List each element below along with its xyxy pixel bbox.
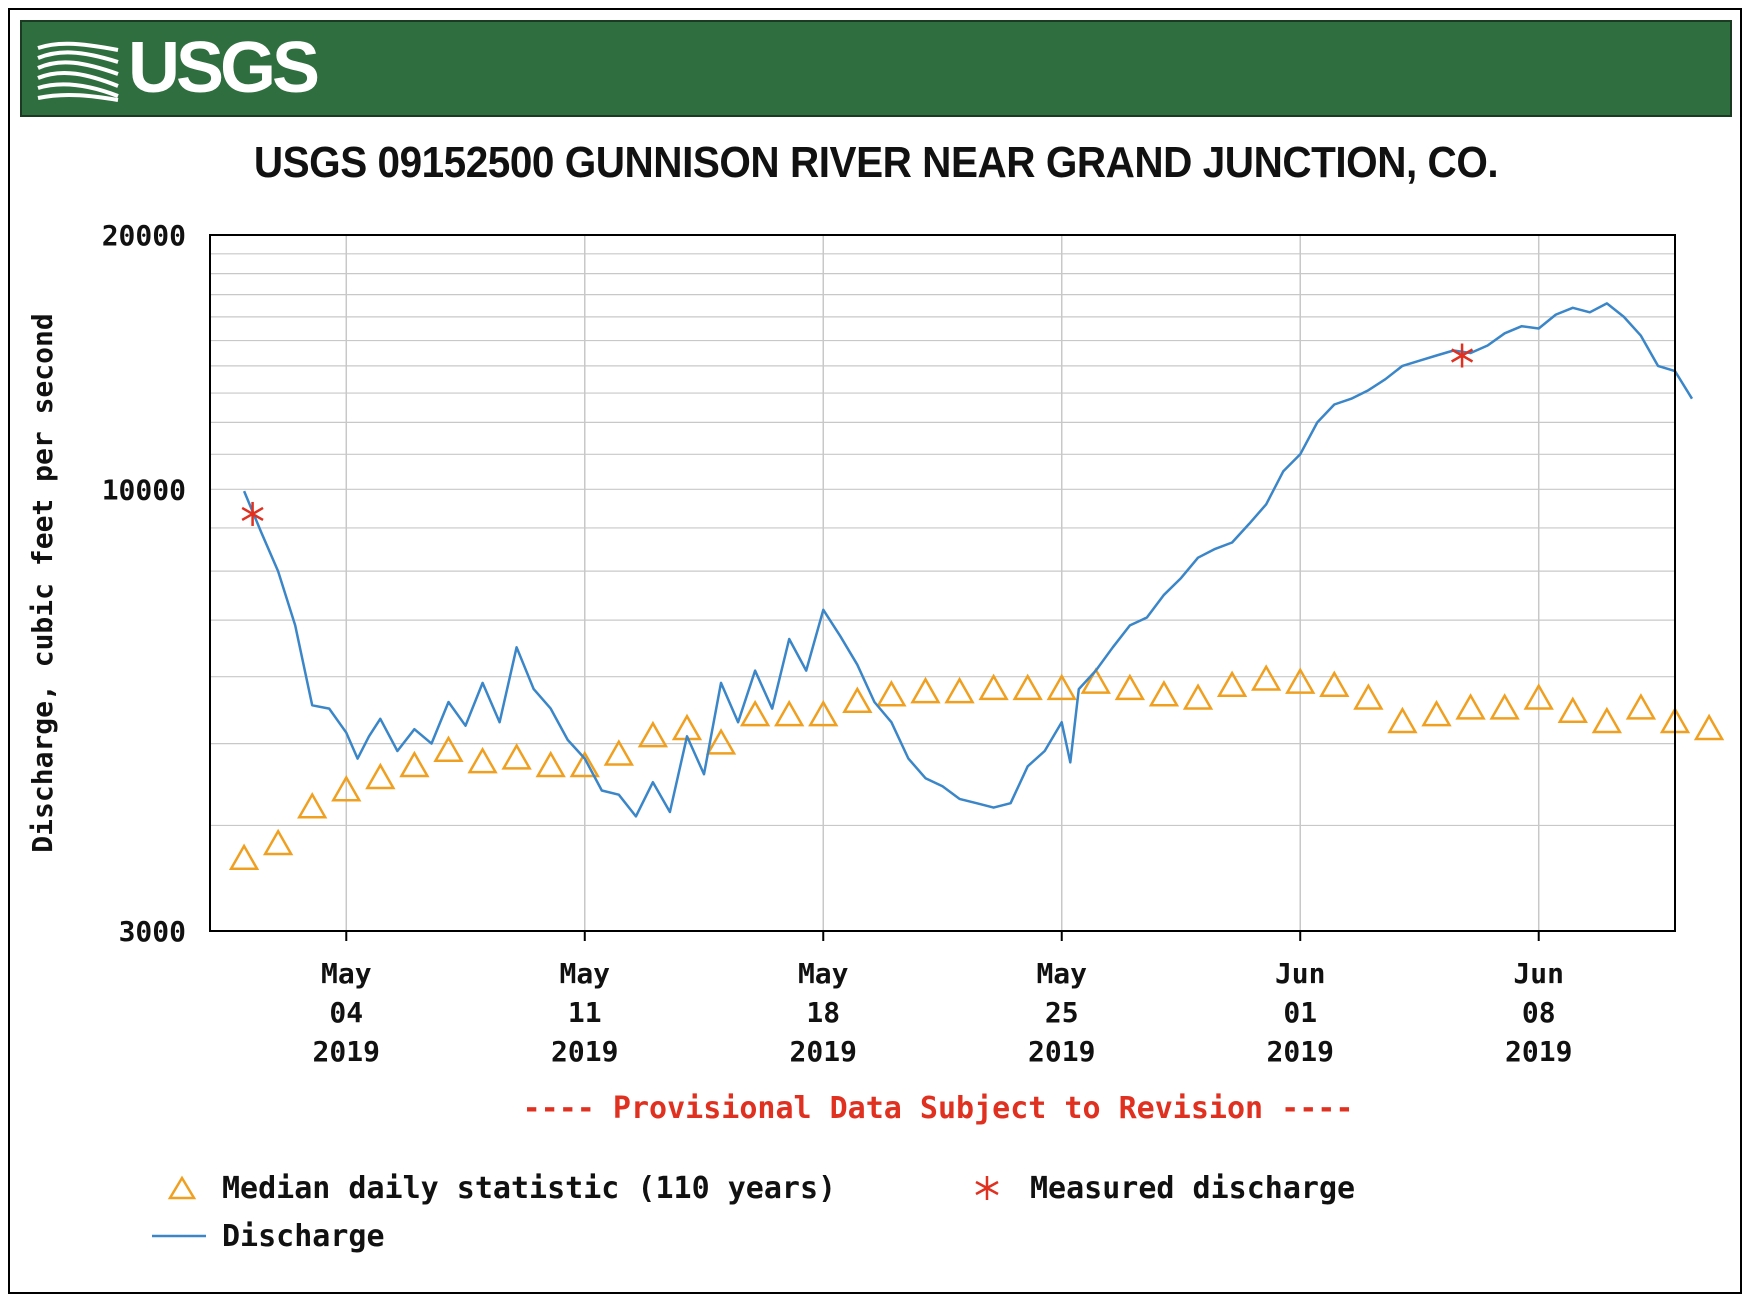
median-point <box>1148 680 1180 707</box>
median-point <box>262 828 294 856</box>
median-point <box>1080 667 1111 694</box>
x-tick-label: 2019 <box>1267 1035 1334 1068</box>
median-point <box>228 843 260 871</box>
x-tick-label: Jun <box>1513 957 1564 990</box>
x-tick-label: Jun <box>1275 957 1326 990</box>
median-point <box>1182 683 1214 710</box>
median-point <box>1046 673 1077 701</box>
x-tick-label: 01 <box>1283 996 1317 1029</box>
median-point <box>739 699 771 727</box>
median-point <box>774 699 805 727</box>
median-point <box>467 746 498 774</box>
x-tick-label: 18 <box>806 996 840 1029</box>
x-tick-labels: May 04 2019 May 11 2019 May 18 2019 May 25 2019 Jun 0… <box>313 931 1572 1068</box>
y-tick-labels: 3000 10000 20000 <box>102 219 186 948</box>
median-point <box>1319 670 1350 697</box>
legend-discharge-label: Discharge <box>222 1219 385 1254</box>
measured-point <box>1451 343 1474 368</box>
y-tick-label: 10000 <box>102 473 186 506</box>
x-tick-label: May <box>798 957 849 990</box>
y-tick-label: 3000 <box>119 915 186 948</box>
legend: Median daily statistic (110 years) Measu… <box>152 1171 1355 1254</box>
usgs-logo-text: USGS <box>128 28 320 108</box>
median-point <box>1557 696 1588 723</box>
median-point <box>842 686 873 714</box>
median-point <box>1489 693 1520 720</box>
x-tick-label: 2019 <box>313 1035 380 1068</box>
legend-median-triangle-icon <box>167 1175 197 1200</box>
median-point <box>637 720 669 748</box>
x-tick-label: 2019 <box>1505 1035 1572 1068</box>
median-point <box>876 680 907 707</box>
median-point <box>1591 706 1623 734</box>
provisional-note: ---- Provisional Data Subject to Revisio… <box>523 1091 1354 1126</box>
median-point <box>978 673 1009 701</box>
x-tick-label: 2019 <box>1028 1035 1095 1068</box>
median-point <box>1693 713 1725 741</box>
median-point <box>944 676 975 704</box>
plot-border <box>209 234 1676 932</box>
legend-measured-asterisk-icon <box>975 1176 999 1200</box>
usgs-wave-logo-icon <box>37 41 119 102</box>
median-point <box>1251 664 1282 691</box>
x-tick-label: 25 <box>1045 996 1079 1029</box>
discharge-line <box>242 302 1694 818</box>
x-tick-label: May <box>321 957 372 990</box>
median-point <box>1455 693 1486 720</box>
median-point <box>535 750 566 778</box>
discharge-series <box>242 302 1694 818</box>
median-series <box>228 664 1725 871</box>
median-point <box>603 739 634 766</box>
median-point <box>705 728 737 755</box>
median-point <box>1523 683 1554 710</box>
y-axis-label: Discharge, cubic feet per second <box>26 313 59 852</box>
x-tick-label: May <box>1036 957 1087 990</box>
median-point <box>1387 706 1418 734</box>
median-point <box>365 762 396 790</box>
median-point <box>1421 699 1452 727</box>
median-point <box>569 750 600 778</box>
x-tick-label: 2019 <box>551 1035 618 1068</box>
median-point <box>1353 683 1384 710</box>
x-tick-label: 04 <box>329 996 363 1029</box>
median-point <box>910 676 941 704</box>
median-point <box>1285 667 1316 694</box>
chart-title: USGS 09152500 GUNNISON RIVER NEAR GRAND … <box>253 138 1499 187</box>
usgs-banner: USGS <box>20 20 1732 117</box>
median-point <box>399 750 430 778</box>
median-point <box>1114 673 1146 701</box>
median-point <box>1625 693 1657 720</box>
median-point <box>297 792 328 819</box>
median-point <box>1012 673 1043 701</box>
median-point <box>433 735 464 763</box>
grid-lines <box>210 235 1675 931</box>
median-point <box>331 774 362 802</box>
x-tick-label: May <box>559 957 610 990</box>
measured-point <box>241 501 264 526</box>
median-point <box>1216 670 1248 697</box>
legend-median-label: Median daily statistic (110 years) <box>222 1171 836 1206</box>
median-point <box>501 743 532 770</box>
median-point <box>808 699 839 727</box>
legend-measured-label: Measured discharge <box>1030 1171 1355 1206</box>
chart-frame <box>8 8 1742 1294</box>
x-tick-label: 11 <box>568 996 602 1029</box>
y-tick-label: 20000 <box>102 219 186 252</box>
x-tick-label: 08 <box>1522 996 1556 1029</box>
x-tick-label: 2019 <box>790 1035 857 1068</box>
measured-series <box>241 343 1474 526</box>
